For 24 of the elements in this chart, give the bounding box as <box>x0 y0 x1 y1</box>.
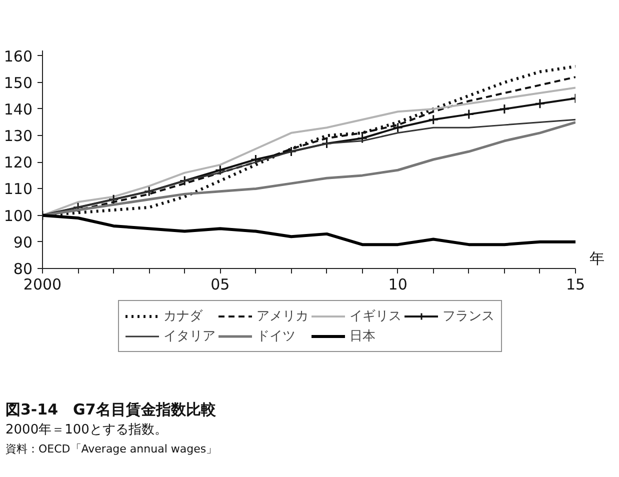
y-tick-label: 160 <box>4 47 33 66</box>
y-tick-label: 80 <box>13 260 33 278</box>
legend-label: ドイツ <box>256 328 296 345</box>
text: 図3-14 G7名目賃金指数比較 <box>6 400 217 418</box>
y-tick-label: 140 <box>4 100 33 118</box>
y-tick-label: 100 <box>4 206 33 225</box>
y-tick-label: 110 <box>4 180 33 198</box>
legend-label: イタリア <box>164 328 216 345</box>
x-tick-label: 15 <box>566 276 586 294</box>
legend-label: カナダ <box>164 308 202 325</box>
x-tick-label: 2000 <box>23 276 62 294</box>
legend-label: 日本 <box>350 328 376 345</box>
y-tick-label: 90 <box>13 233 33 252</box>
text: 2000年＝100とする指数。 <box>6 422 168 438</box>
y-tick-label: 120 <box>4 154 33 172</box>
x-tick-label: 05 <box>210 276 230 294</box>
x-axis-title: 年 <box>590 249 604 268</box>
legend-label: フランス <box>442 308 494 325</box>
y-tick-label: 130 <box>4 127 33 146</box>
x-tick-label: 10 <box>388 276 408 294</box>
legend-label: イギリス <box>350 308 402 325</box>
legend-label: アメリカ <box>256 308 308 325</box>
y-tick-label: 150 <box>4 74 33 92</box>
text: 資料：OECD「Average annual wages」 <box>6 442 218 456</box>
